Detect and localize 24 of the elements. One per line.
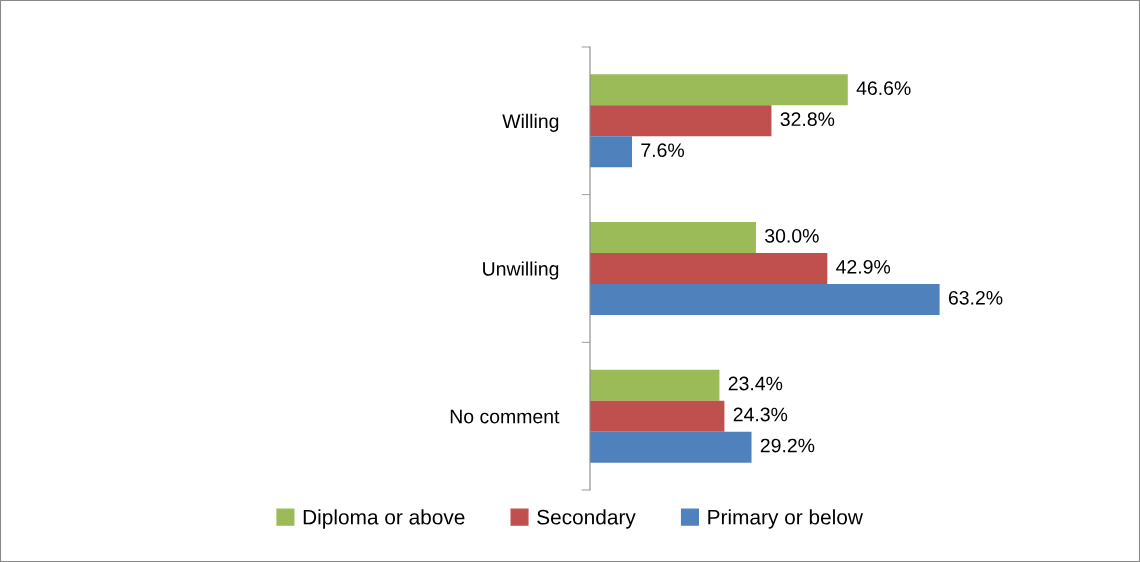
- bar: [590, 221, 756, 253]
- data-label: 24.3%: [733, 407, 788, 422]
- bar: [590, 74, 848, 106]
- data-label: 32.8%: [780, 112, 835, 127]
- data-label: 23.4%: [728, 376, 783, 391]
- bar: [590, 252, 828, 284]
- data-label: 30.0%: [765, 228, 819, 243]
- bar: [590, 284, 940, 316]
- y-tick-label: Willing: [502, 113, 559, 132]
- bar: [590, 105, 772, 137]
- legend-label: Primary or below: [708, 509, 863, 529]
- bar: [590, 136, 633, 168]
- y-tick-label: Unwilling: [483, 261, 559, 280]
- data-label: 42.9%: [836, 259, 891, 274]
- bar: [590, 431, 752, 463]
- data-label: 46.6%: [856, 81, 911, 96]
- bar: [590, 400, 725, 432]
- y-tick-label: No comment: [450, 409, 560, 424]
- legend-label: Secondary: [537, 509, 636, 529]
- data-label: 7.6%: [641, 143, 684, 158]
- legend-label: Diploma or above: [303, 509, 465, 529]
- data-label: 29.2%: [760, 438, 815, 453]
- bar: [590, 369, 720, 401]
- data-label: 63.2%: [948, 290, 1003, 305]
